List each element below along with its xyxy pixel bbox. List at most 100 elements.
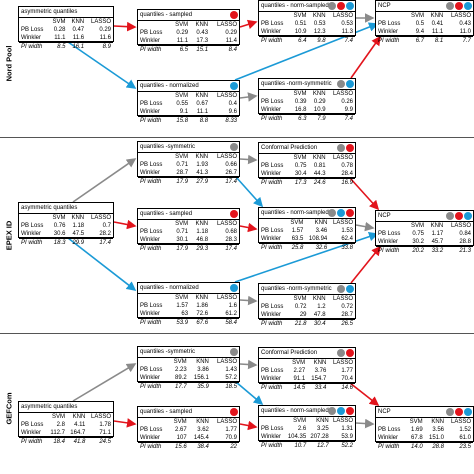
table-header-cell: SVM: [293, 155, 307, 161]
metrics-table: SVM KNN LASSO PB Loss 2.27 3.76 1.77 Winkler 91.…: [259, 359, 355, 392]
table-header-cell: LASSO: [450, 13, 471, 19]
table-row: PB Loss 1.57 3.46 1.53: [259, 227, 355, 235]
metrics-table: SVM KNN LASSO PB Loss 0.71 1.18 0.68 Winkler 30.…: [138, 220, 239, 253]
table-cell: 44.3: [313, 171, 326, 177]
table-cell: 17.3: [294, 180, 307, 186]
row-label: Winkler: [261, 29, 282, 35]
table-header-cell: [138, 358, 169, 366]
box-title: quantiles - norm-sampled: [259, 208, 355, 219]
table-cell: 33.8: [341, 245, 353, 251]
table-row: PB Loss 2.27 3.76 1.77: [259, 367, 355, 375]
box-dots: [446, 212, 472, 220]
red-dot-icon: [337, 2, 345, 10]
row-label: Winkler: [378, 239, 399, 245]
table-cell: 8.4: [228, 47, 237, 53]
table-cell: 2.6: [297, 426, 307, 432]
table-header-cell: LASSO: [216, 93, 237, 99]
table-header-cell: SVM: [51, 414, 65, 420]
table-header-row: SVM KNN LASSO: [138, 220, 239, 228]
table-cell: 7.4: [344, 38, 353, 44]
row-label: PB Loss: [261, 368, 284, 374]
table-cell: 6.4: [298, 38, 307, 44]
table-cell: 0.81: [313, 163, 326, 169]
table-header-cell: KNN: [316, 418, 329, 424]
table-header-cell: KNN: [312, 155, 326, 161]
table-cell: 0.29: [313, 99, 326, 105]
table-cell: 11.3: [341, 29, 353, 35]
table-cell: 164.7: [70, 430, 86, 436]
table-header-cell: [376, 418, 406, 426]
table-cell: 112.7: [50, 430, 65, 436]
table-cell: 63: [181, 311, 189, 317]
metrics-table: SVM KNN LASSO PB Loss 0.76 1.18 0.7 Winkler 30.6…: [19, 214, 113, 247]
table-cell: 7.4: [344, 116, 353, 122]
table-cell: 0.78: [341, 163, 353, 169]
table-cell: 2.8: [56, 422, 65, 428]
table-cell: 0.66: [225, 162, 237, 168]
table-cell: 0.28: [53, 27, 66, 33]
blue-arrow: [67, 41, 137, 89]
metrics-table: SVM KNN LASSO PB Loss 0.75 1.17 0.84 Winkler 30.…: [376, 222, 473, 255]
table-cell: 1.53: [341, 228, 353, 234]
table-row: Winkler 9.4 11.1 11.0: [376, 28, 473, 37]
table-cell: 24.6: [313, 180, 326, 186]
table-header-cell: LASSO: [216, 359, 237, 365]
table-cell: 0.51: [294, 21, 307, 27]
table-cell: 1.69: [410, 427, 423, 433]
row-label: PI width: [140, 47, 162, 53]
row-label: PI width: [140, 444, 162, 450]
table-cell: 11.6: [72, 35, 85, 41]
row-label: PI width: [140, 179, 162, 185]
table-cell: 17.4: [225, 179, 237, 185]
table-header-row: SVM KNN LASSO: [259, 295, 355, 303]
table-header-row: SVM KNN LASSO: [19, 413, 113, 421]
table-cell: 1.52: [459, 427, 471, 433]
table-cell: 1.78: [99, 422, 111, 428]
table-header-cell: KNN: [312, 296, 326, 302]
table-cell: 10.7: [294, 443, 307, 449]
table-header-cell: [138, 92, 170, 100]
table-cell: 1.18: [196, 229, 209, 235]
box-title-text: Conformal Prediction: [261, 145, 318, 151]
table-row: PI width 15.8 8.8 8.33: [138, 116, 239, 126]
table-cell: 72.6: [196, 311, 209, 317]
metrics-table: SVM KNN LASSO PB Loss 2.23 3.86 1.43 Winkler 89.…: [138, 358, 239, 391]
table-row: PI width 21.8 30.4 26.5: [259, 319, 355, 329]
table-header-cell: LASSO: [216, 419, 237, 425]
table-row: Winkler 89.2 156.1 57.2: [138, 374, 239, 383]
table-header-cell: LASSO: [216, 154, 237, 160]
table-cell: 33.4: [314, 385, 327, 391]
red-dot-icon: [455, 2, 463, 10]
table-row: Winkler 112.7 164.7 71.1: [19, 429, 113, 438]
red-arrow: [350, 35, 381, 79]
box-dots: [230, 348, 238, 356]
table-cell: 4.11: [74, 422, 86, 428]
table-cell: 17.9: [176, 246, 189, 252]
table-cell: 30.6: [53, 231, 66, 237]
row-label: PI width: [261, 321, 283, 327]
table-cell: 0.67: [196, 101, 209, 107]
table-cell: 9.9: [344, 107, 353, 113]
table-row: Winkler 107 145.4 70.9: [138, 434, 239, 443]
table-cell: 14.6: [341, 385, 353, 391]
blue-arrow: [235, 381, 264, 406]
table-cell: 28.2: [99, 231, 111, 237]
table-cell: 18.4: [53, 439, 65, 445]
gray-dot-icon: [328, 407, 336, 415]
table-header-cell: LASSO: [332, 360, 353, 366]
method-box-qnsym: quantiles -norm-symmetric SVM KNN LASSO PB L…: [258, 78, 356, 122]
row-label: PB Loss: [140, 162, 163, 168]
table-header-cell: SVM: [409, 419, 423, 425]
table-cell: 154.7: [311, 376, 327, 382]
table-row: Winkler 28.7 41.3 26.7: [138, 169, 239, 178]
table-header-row: SVM KNN LASSO: [259, 90, 355, 98]
box-title: NCP: [376, 407, 473, 418]
table-header-cell: SVM: [411, 13, 425, 19]
box-title: quantiles -symmetric: [138, 347, 239, 358]
table-cell: 24.5: [99, 439, 111, 445]
table-cell: 35.9: [197, 384, 209, 390]
table-cell: 0.29: [99, 27, 111, 33]
method-box-qns: quantiles - norm-sampled SVM KNN LASSO PB Lo…: [258, 207, 356, 251]
row-label: Winkler: [140, 38, 161, 44]
table-cell: 156.1: [193, 375, 209, 381]
